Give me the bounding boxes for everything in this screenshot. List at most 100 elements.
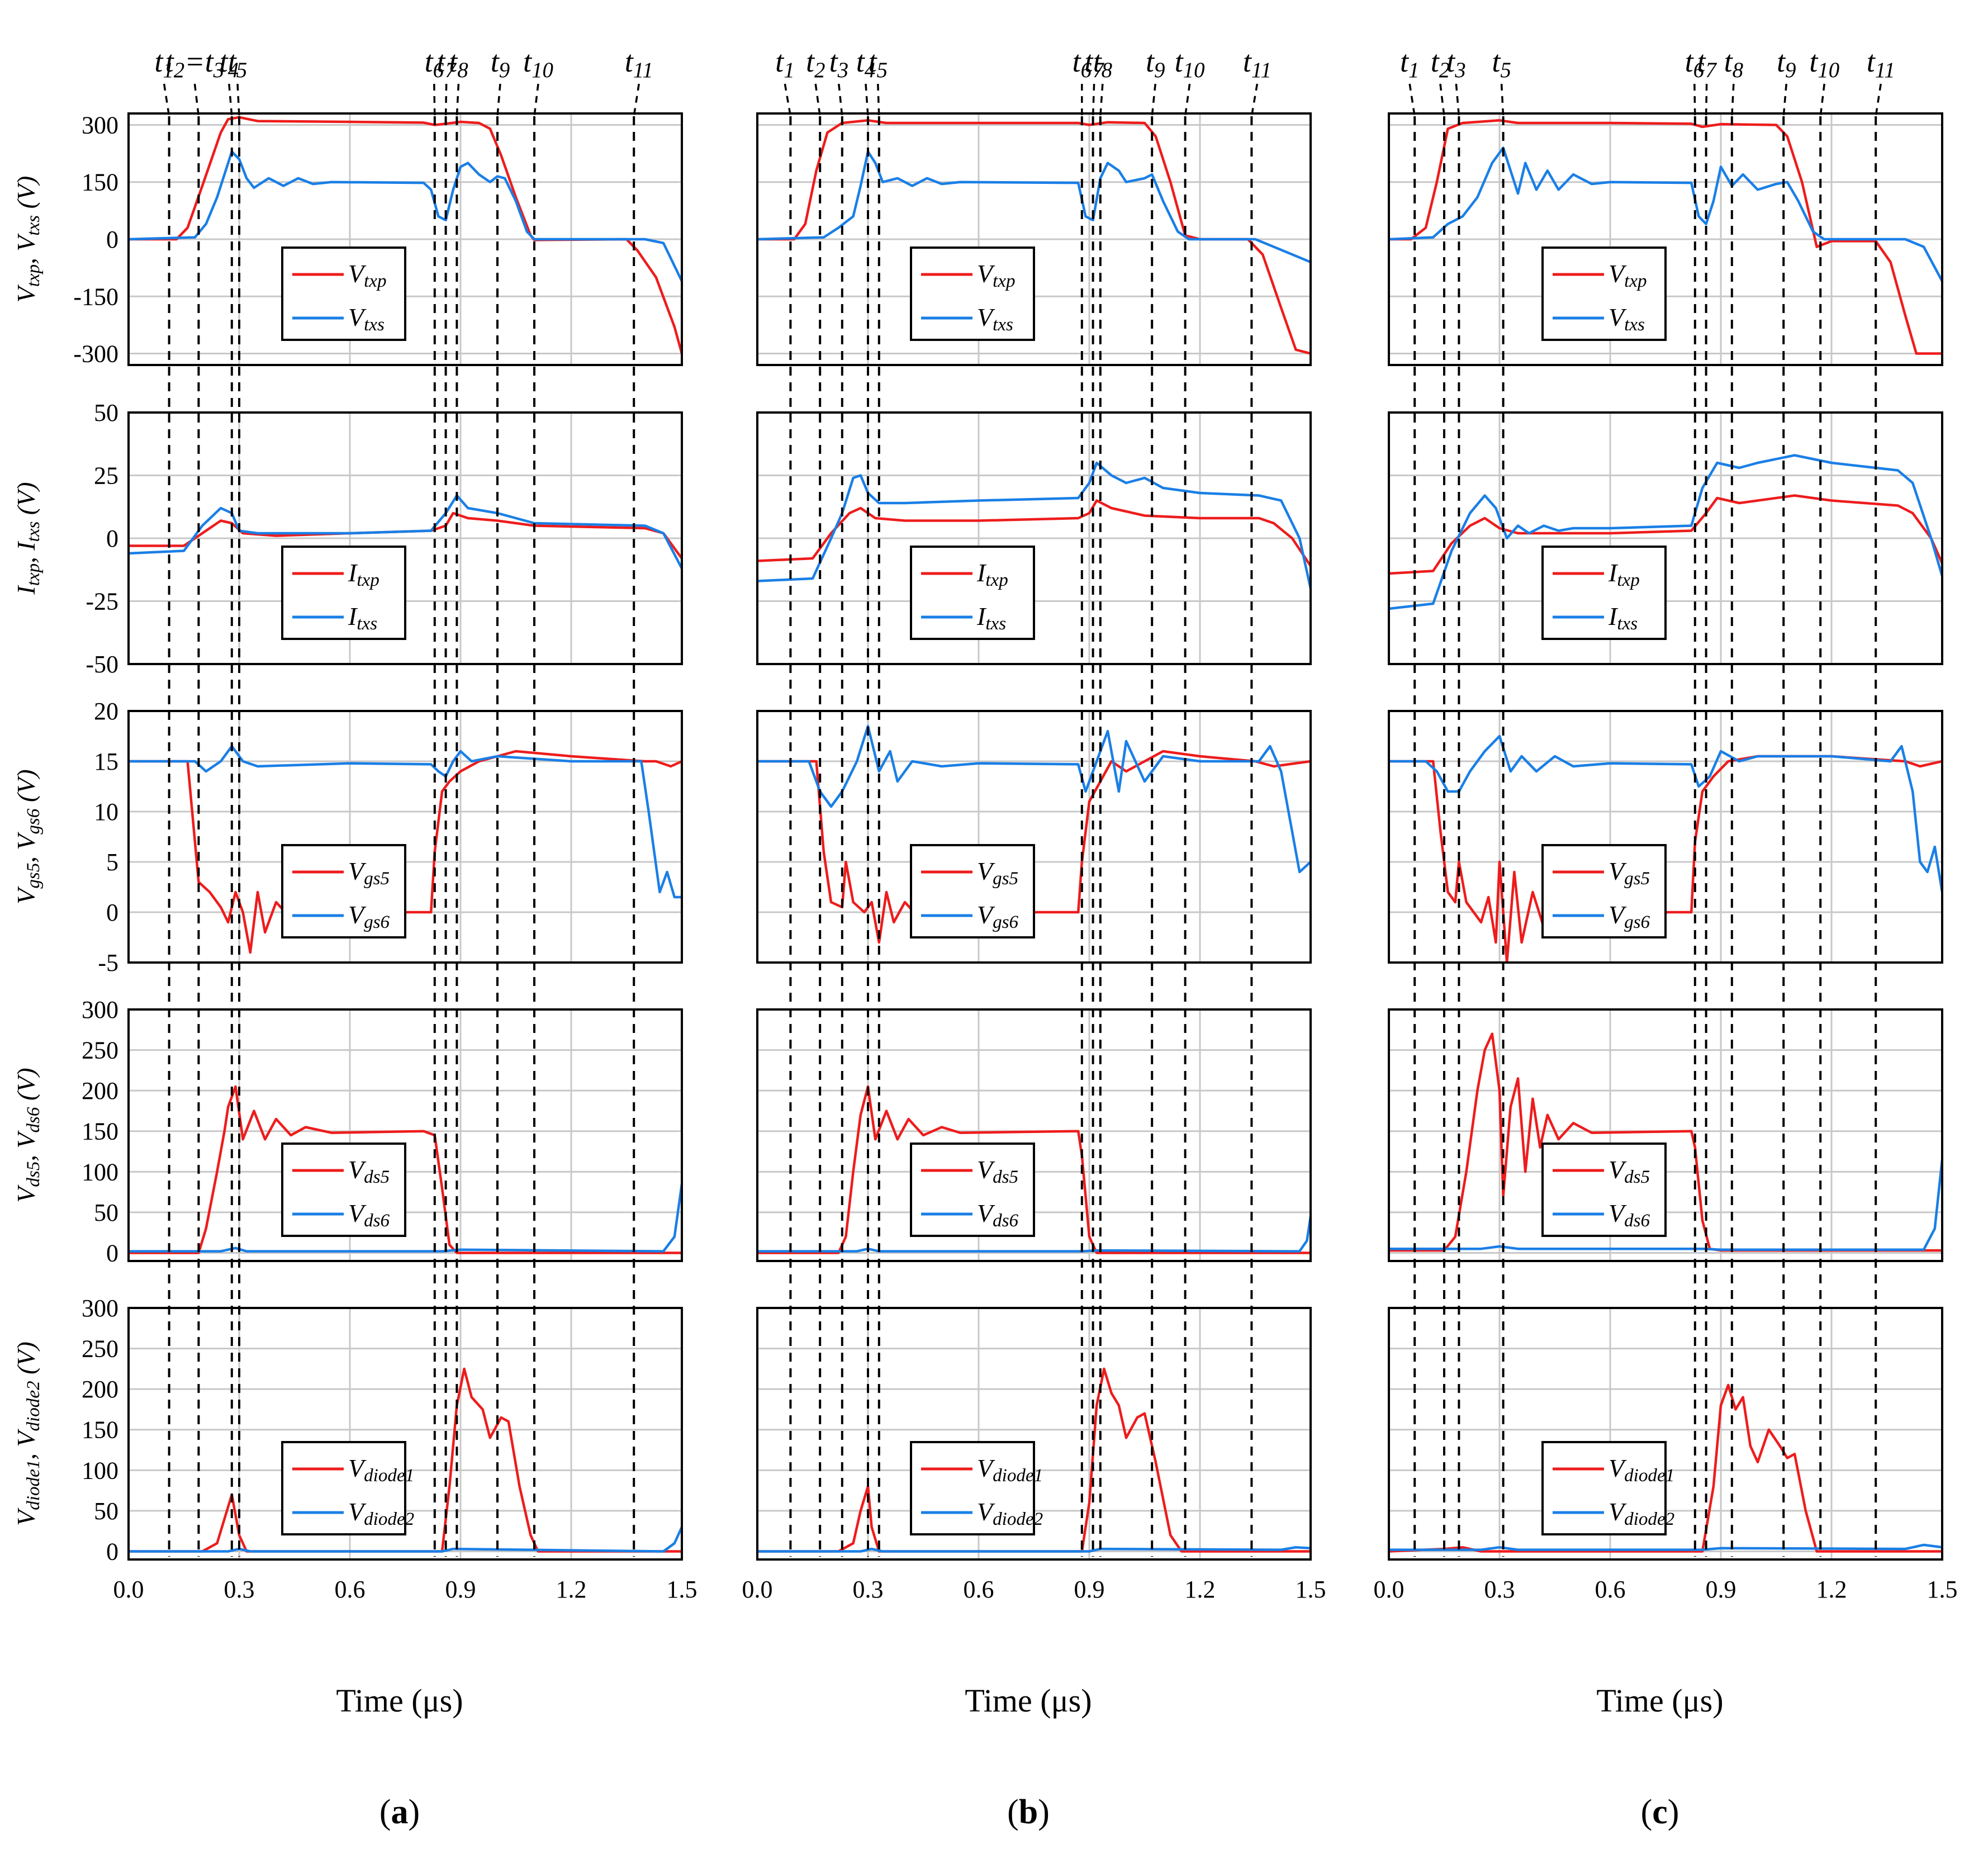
y-tick-label: 150: [82, 1118, 118, 1145]
y-tick-label: 0: [106, 1239, 118, 1267]
legend-label: Vtxp: [1609, 259, 1647, 291]
legend-label: Vds5: [977, 1155, 1018, 1187]
legend-label-part: V: [1609, 1155, 1627, 1184]
panel-label-part: c: [1652, 1793, 1668, 1831]
time-marker-label-part: t: [775, 45, 785, 78]
series-line-v-diode1: [1389, 1383, 1942, 1553]
time-marker-leader: [865, 83, 869, 117]
time-marker-label-part: t: [425, 45, 434, 78]
x-tick-label: 1.2: [556, 1576, 587, 1603]
time-marker-leader: [444, 83, 448, 117]
trace-group: [1389, 119, 1942, 355]
y-tick-label: 50: [94, 1497, 118, 1525]
trace-group: [129, 1085, 682, 1254]
legend-label: Vds6: [1609, 1199, 1650, 1231]
time-marker-label: t3: [1446, 45, 1465, 82]
legend-label-part: gs6: [1624, 912, 1650, 932]
y-tick-label: 50: [94, 399, 118, 426]
y-tick-label: 50: [94, 1199, 118, 1226]
time-marker-leader: [1408, 83, 1416, 117]
y-axis-label-part: gs5: [23, 863, 44, 889]
y-tick-label: 150: [82, 169, 118, 196]
legend-label-part: gs5: [1624, 868, 1650, 889]
legend-label-part: V: [1609, 259, 1627, 288]
time-marker-label-part: 3: [837, 58, 848, 82]
time-marker-label-part: 1: [784, 58, 794, 82]
legend-label-part: gs6: [993, 912, 1018, 932]
legend-label-part: V: [348, 900, 367, 929]
time-marker-label: t8: [1093, 45, 1112, 82]
legend-label-part: txp: [357, 570, 379, 590]
legend-label: Vds6: [348, 1199, 390, 1231]
legend-label-part: V: [1609, 900, 1627, 929]
series-line-v-ds5: [1389, 1032, 1942, 1252]
legend-label-part: V: [1609, 1454, 1627, 1482]
time-marker-label-part: 10: [1183, 58, 1205, 82]
legend-label: Itxp: [976, 558, 1008, 590]
subplot: Vtxp Vtxs: [1388, 112, 1943, 366]
y-tick-label: 5: [106, 848, 118, 876]
time-marker-label-part: 9: [1154, 58, 1165, 82]
legend-label: Vdiode2: [1609, 1497, 1674, 1529]
time-marker-label: t5: [1492, 45, 1511, 82]
time-marker: t4: [220, 45, 239, 1557]
time-marker: t11: [1867, 45, 1895, 1557]
time-marker-label: t1: [775, 45, 794, 82]
legend-label-part: ds6: [364, 1210, 390, 1231]
legend-label-part: I: [1608, 602, 1619, 631]
y-tick-label: 0: [106, 899, 118, 926]
time-marker-label-part: t: [1084, 45, 1094, 78]
time-marker: t2=t3: [165, 45, 224, 1557]
plot-frame: [756, 411, 1312, 665]
legend-label: Vtxs: [977, 303, 1013, 335]
time-marker-label-part: t: [1073, 45, 1082, 78]
y-axis-label-part: txp: [23, 563, 44, 586]
time-marker: t3: [1446, 45, 1466, 1557]
time-marker-leader: [1731, 83, 1735, 117]
y-tick-label: 300: [82, 111, 118, 139]
y-axis-label-part: V: [12, 886, 40, 904]
time-marker: t2: [806, 45, 825, 1557]
time-marker-label-part: 7: [1705, 58, 1717, 82]
time-marker: t8: [1093, 45, 1112, 1557]
y-tick-label: 300: [82, 1295, 118, 1322]
time-marker-label-part: 9: [499, 58, 510, 82]
time-marker: t5: [228, 45, 247, 1557]
x-axis-label: Time (μs): [965, 1682, 1092, 1719]
legend-label-part: txs: [985, 613, 1006, 634]
y-axis-label-part: , V: [12, 233, 40, 264]
legend-label: Vtxs: [1609, 303, 1645, 335]
time-marker-label: t7: [1084, 45, 1104, 82]
time-marker-label-part: t: [829, 45, 839, 78]
time-marker-leader: [784, 83, 792, 117]
y-tick-label: 0: [106, 1538, 118, 1565]
time-marker-label-part: t: [1400, 45, 1410, 78]
panel-label: (a): [379, 1793, 420, 1831]
y-axis-label-part: ds6: [23, 1107, 44, 1132]
y-axis-label-part: txs: [23, 522, 44, 542]
legend-label-part: I: [348, 602, 358, 631]
y-tick-label: 250: [82, 1335, 118, 1363]
legend-label: Vtxs: [348, 303, 385, 335]
x-tick-label: 0.0: [113, 1576, 144, 1603]
time-marker-label-part: 2: [174, 58, 184, 82]
time-marker-label: t7: [436, 45, 457, 82]
legend-box: [281, 1441, 406, 1535]
time-marker: t9: [1777, 45, 1796, 1557]
trace-group: [129, 494, 682, 570]
legend-label-part: txp: [1624, 271, 1647, 291]
y-axis-label-part: txs: [23, 215, 44, 236]
time-marker: t2: [1431, 45, 1450, 1557]
legend-label-part: diode2: [364, 1509, 414, 1529]
y-axis-label-part: , V: [12, 832, 40, 863]
time-marker-leader: [228, 83, 233, 117]
series-line-v-ds5: [129, 1085, 682, 1254]
time-marker-label-part: 7: [445, 58, 457, 82]
time-marker: t6: [1073, 45, 1092, 1557]
time-marker: t6: [1685, 45, 1705, 1557]
